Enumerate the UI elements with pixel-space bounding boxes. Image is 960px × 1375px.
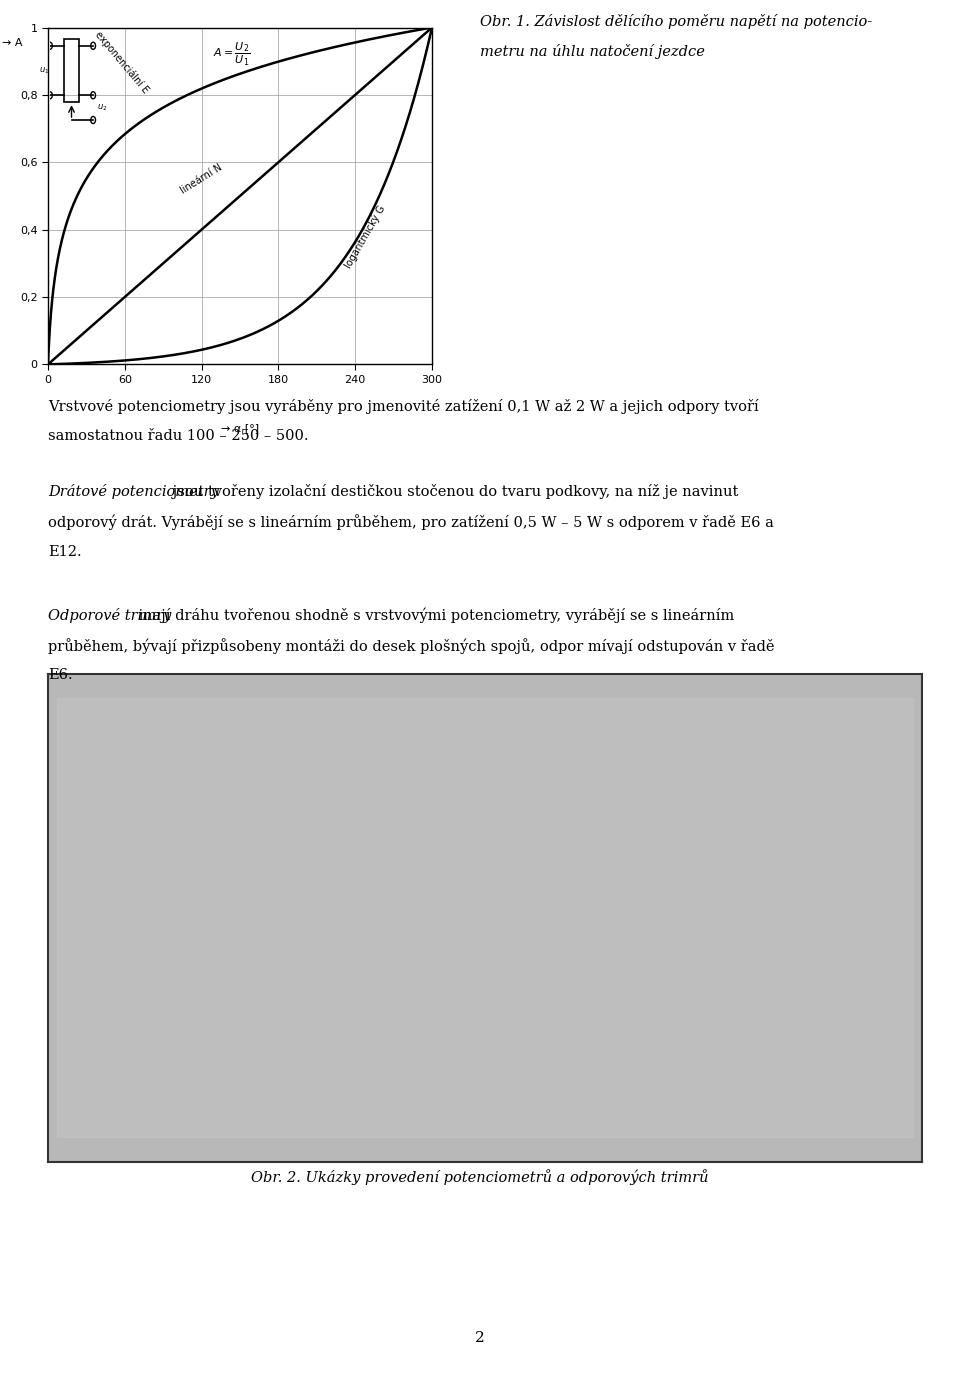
Text: Drátové potenciometry: Drátové potenciometry (48, 484, 219, 499)
Text: odporový drát. Vyrábějí se s lineárním průběhem, pro zatížení 0,5 W – 5 W s odpo: odporový drát. Vyrábějí se s lineárním p… (48, 514, 774, 531)
Text: $u_2$: $u_2$ (97, 103, 108, 113)
Text: 2: 2 (475, 1331, 485, 1345)
Bar (57, 698, 913, 1137)
Text: → α [°]: → α [°] (221, 424, 259, 433)
Text: Vrstvové potenciometry jsou vyráběny pro jmenovité zatížení 0,1 W až 2 W a jejic: Vrstvové potenciometry jsou vyráběny pro… (48, 399, 758, 414)
Text: průběhem, bývají přizpůsobeny montáži do desek plošných spojů, odpor mívají odst: průběhem, bývají přizpůsobeny montáži do… (48, 638, 775, 654)
Text: metru na úhlu natočení jezdce: metru na úhlu natočení jezdce (480, 44, 705, 59)
Text: E12.: E12. (48, 544, 82, 558)
Text: samostatnou řadu 100 – 250 – 500.: samostatnou řadu 100 – 250 – 500. (48, 429, 308, 443)
Bar (64, 38, 79, 102)
Text: lineární N: lineární N (179, 162, 225, 197)
Text: jsou tvořeny izolační destičkou stočenou do tvaru podkovy, na níž je navinut: jsou tvořeny izolační destičkou stočenou… (168, 484, 738, 499)
Text: Odporové trimry: Odporové trimry (48, 608, 172, 623)
Text: → A: → A (2, 37, 22, 48)
Text: exponenciální E: exponenciální E (93, 29, 151, 95)
Text: E6.: E6. (48, 668, 73, 682)
Text: $A = \dfrac{U_2}{U_1}$: $A = \dfrac{U_2}{U_1}$ (213, 41, 251, 67)
Text: logaritmický G: logaritmický G (343, 204, 387, 270)
Text: $u_1$: $u_1$ (38, 65, 49, 76)
Text: Obr. 2. Ukázky provedení potenciometrů a odporových trimrů: Obr. 2. Ukázky provedení potenciometrů a… (252, 1169, 708, 1185)
Text: mají dráhu tvořenou shodně s vrstvovými potenciometry, vyrábějí se s lineárním: mají dráhu tvořenou shodně s vrstvovými … (133, 608, 734, 623)
Text: Obr. 1. Závislost dělícího poměru napětí na potencio-: Obr. 1. Závislost dělícího poměru napětí… (480, 14, 873, 29)
